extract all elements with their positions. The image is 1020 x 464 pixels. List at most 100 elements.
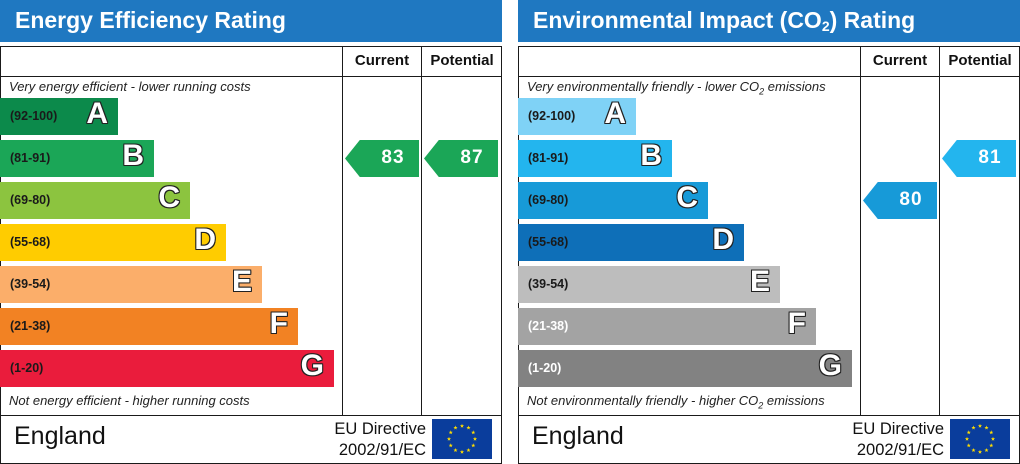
energy-current-rating-value: 83 <box>381 147 405 168</box>
eu-flag-icon <box>950 419 1010 459</box>
eu-flag-star <box>448 443 453 448</box>
environment-current-rating-value: 80 <box>899 189 923 210</box>
environment-directive-line2: 2002/91/EC <box>856 441 944 459</box>
energy-potential-rating-arrow: 87 <box>424 140 498 177</box>
environment-directive-line1: EU Directive <box>852 420 944 438</box>
energy-band-range: (92-100) <box>10 109 58 123</box>
eu-flag-star <box>971 448 976 453</box>
energy-directive-line2: 2002/91/EC <box>338 441 426 459</box>
environment-top-note: Very environmentally friendly - lower CO… <box>527 79 826 97</box>
energy-title: Energy Efficiency Rating <box>15 7 286 33</box>
environment-band-letter: E <box>749 265 770 298</box>
environment-band-c: (69-80) C <box>518 181 708 219</box>
energy-band-g: (1-20) G <box>0 349 334 387</box>
energy-band-a: (92-100) A <box>0 97 118 135</box>
environment-band-b: (81-91) B <box>518 139 672 177</box>
environment-divider-potential <box>939 46 940 416</box>
eu-flag-star <box>966 430 971 435</box>
energy-band-d: (55-68) D <box>0 223 226 261</box>
energy-efficiency-panel: Energy Efficiency Rating Current Potenti… <box>0 0 502 464</box>
eu-flag-star <box>471 443 476 448</box>
eu-flag-star <box>459 449 465 454</box>
eu-flag-star <box>971 425 976 430</box>
environment-band-letter: A <box>604 97 626 130</box>
environment-band-e: (39-54) E <box>518 265 780 303</box>
energy-band-range: (81-91) <box>10 151 51 165</box>
eu-flag-star <box>471 430 476 435</box>
energy-bottom-note: Not energy efficient - higher running co… <box>9 393 250 408</box>
eu-flag-star <box>446 436 452 441</box>
energy-current-header: Current <box>354 52 410 69</box>
environment-bottom-note: Not environmentally friendly - higher CO… <box>527 393 825 411</box>
eu-flag-star <box>984 425 989 430</box>
eu-flag-icon <box>432 419 492 459</box>
energy-band-letter: F <box>269 307 288 340</box>
environment-directive: EU Directive 2002/91/EC <box>828 419 944 461</box>
environment-band-range: (21-38) <box>528 319 569 333</box>
environment-current-rating-arrow: 80 <box>863 182 937 219</box>
energy-potential-rating-value: 87 <box>460 147 484 168</box>
eu-flag-star <box>977 423 983 428</box>
eu-flag-star <box>466 448 471 453</box>
energy-band-f: (21-38) F <box>0 307 298 345</box>
energy-current-rating-arrow: 83 <box>345 140 419 177</box>
environment-band-a: (92-100) A <box>518 97 636 135</box>
energy-band-range: (21-38) <box>10 319 51 333</box>
energy-top-note: Very energy efficient - lower running co… <box>9 79 251 94</box>
eu-flag-star <box>453 425 458 430</box>
energy-band-c: (69-80) C <box>0 181 190 219</box>
environmental-impact-panel: Environmental Impact (CO2) Rating Curren… <box>518 0 1020 464</box>
environment-band-letter: D <box>712 223 734 256</box>
eu-flag-star <box>448 430 453 435</box>
energy-divider-potential <box>421 46 422 416</box>
environment-potential-rating-value: 81 <box>978 147 1002 168</box>
environment-band-letter: F <box>787 307 806 340</box>
energy-band-letter: E <box>231 265 252 298</box>
energy-band-letter: B <box>122 139 144 172</box>
eu-flag-star <box>966 443 971 448</box>
energy-country: England <box>14 422 106 450</box>
eu-flag-star <box>989 430 994 435</box>
energy-title-bar: Energy Efficiency Rating <box>0 0 502 42</box>
energy-band-range: (39-54) <box>10 277 51 291</box>
eu-flag-star <box>472 436 478 441</box>
environment-band-range: (39-54) <box>528 277 569 291</box>
eu-flag-star <box>466 425 471 430</box>
eu-flag-star <box>459 423 465 428</box>
eu-flag-star <box>984 448 989 453</box>
energy-band-letter: G <box>300 349 324 382</box>
energy-band-letter: C <box>158 181 180 214</box>
energy-potential-header: Potential <box>430 52 494 69</box>
eu-flag-star <box>990 436 996 441</box>
eu-flag-star <box>453 448 458 453</box>
energy-divider-current <box>342 46 343 416</box>
environment-potential-rating-arrow: 81 <box>942 140 1016 177</box>
eu-flag-star <box>964 436 970 441</box>
energy-footer-line <box>0 415 502 416</box>
energy-directive: EU Directive 2002/91/EC <box>310 419 426 461</box>
environment-header-line <box>518 76 1020 77</box>
environment-title-bar: Environmental Impact (CO2) Rating <box>518 0 1020 42</box>
environment-band-d: (55-68) D <box>518 223 744 261</box>
environment-band-letter: B <box>640 139 662 172</box>
environment-band-letter: G <box>818 349 842 382</box>
energy-band-e: (39-54) E <box>0 265 262 303</box>
energy-band-b: (81-91) B <box>0 139 154 177</box>
environment-band-range: (69-80) <box>528 193 569 207</box>
energy-band-range: (1-20) <box>10 361 44 375</box>
energy-band-range: (69-80) <box>10 193 51 207</box>
environment-current-header: Current <box>872 52 928 69</box>
energy-directive-line1: EU Directive <box>334 420 426 438</box>
environment-title: Environmental Impact (CO2) Rating <box>533 7 916 34</box>
environment-band-range: (55-68) <box>528 235 569 249</box>
environment-potential-header: Potential <box>948 52 1012 69</box>
environment-divider-current <box>860 46 861 416</box>
energy-band-letter: A <box>86 97 108 130</box>
environment-footer-line <box>518 415 1020 416</box>
energy-header-line <box>0 76 502 77</box>
environment-band-range: (1-20) <box>528 361 562 375</box>
energy-band-range: (55-68) <box>10 235 51 249</box>
environment-band-range: (81-91) <box>528 151 569 165</box>
environment-country: England <box>532 422 624 450</box>
environment-band-f: (21-38) F <box>518 307 816 345</box>
